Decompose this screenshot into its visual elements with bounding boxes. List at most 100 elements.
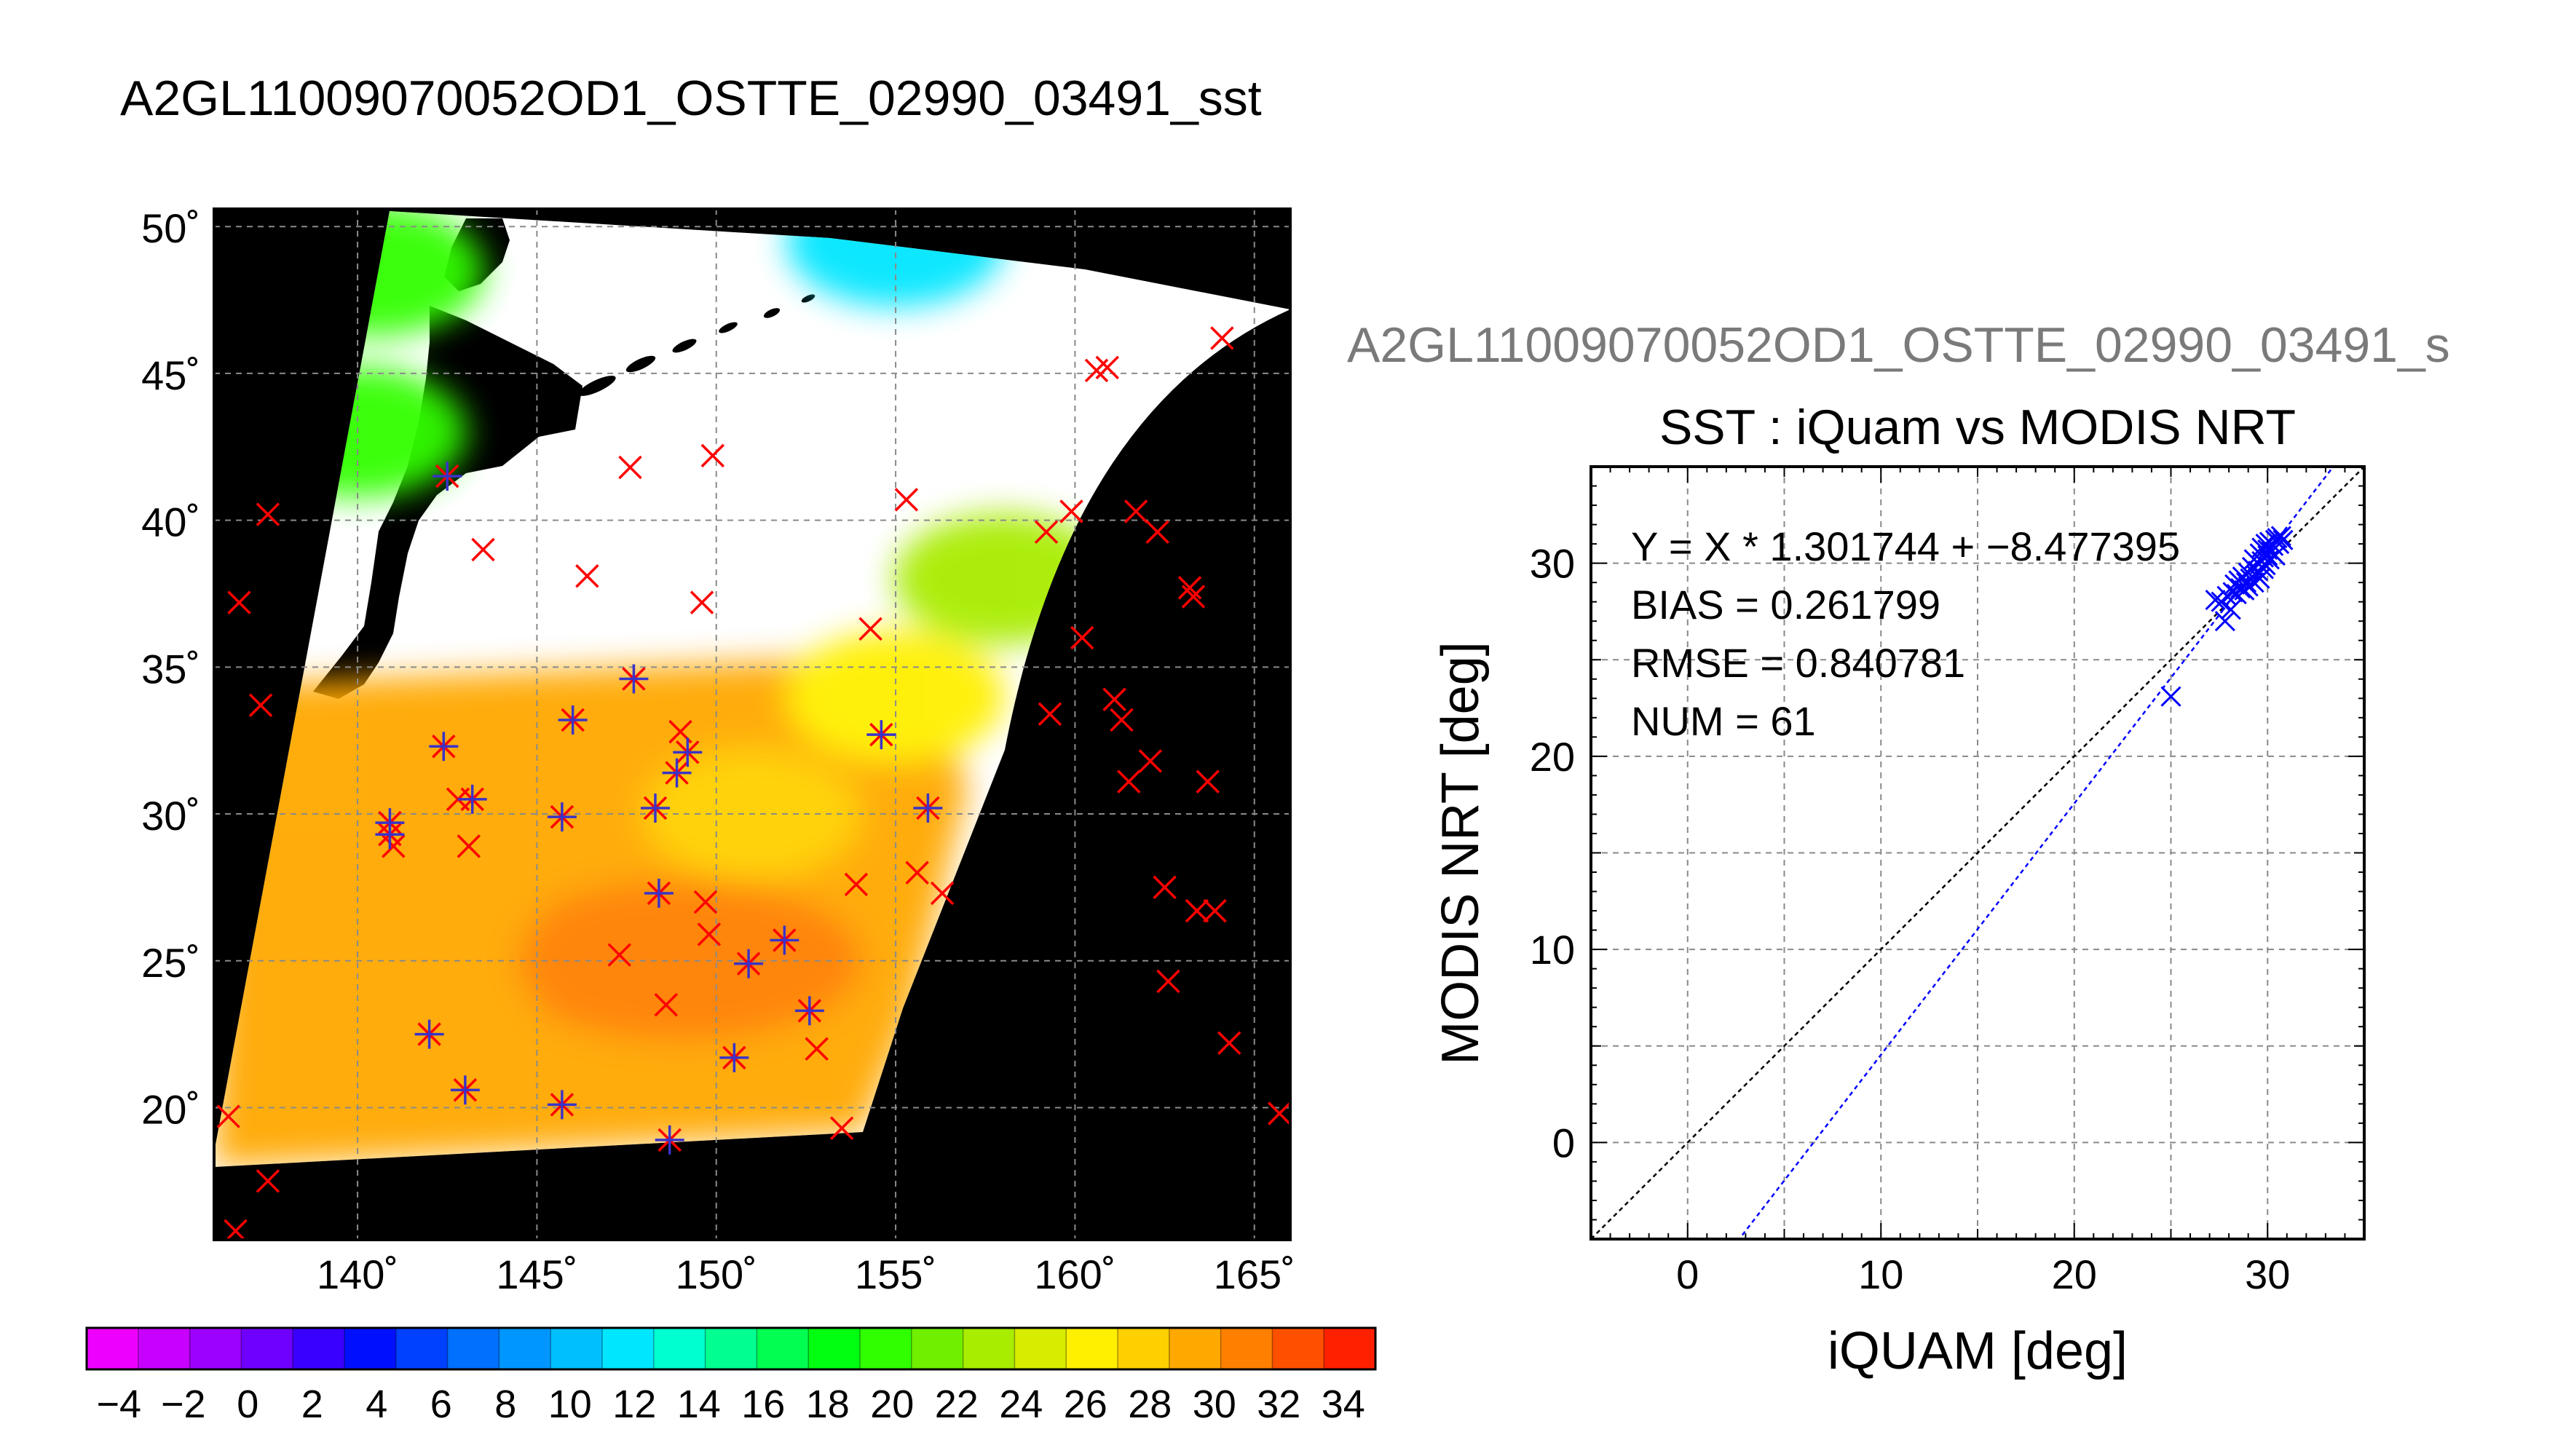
colorbar-label: −4 <box>96 1382 141 1426</box>
longitude-labels: 140˚ 145˚ 150˚ 155˚ 160˚ 165˚ <box>317 1251 1295 1297</box>
matched-marker <box>719 1042 749 1072</box>
colorbar-cell <box>138 1328 191 1369</box>
buoy-marker <box>858 617 882 641</box>
regression-line <box>1738 467 2335 1239</box>
scatter-x-axis-label: iQUAM [deg] <box>1828 1322 2128 1380</box>
colorbar-label: −2 <box>161 1382 206 1426</box>
buoy-marker <box>382 834 406 858</box>
scatter-point <box>2270 526 2291 547</box>
figure-title: A2GL11009070052OD1_OSTTE_02990_03491_sst <box>120 71 1262 126</box>
lon-label: 165˚ <box>1214 1251 1295 1297</box>
scatter-point <box>2267 528 2288 549</box>
matched-marker <box>866 720 896 750</box>
scatter-point <box>2272 529 2294 550</box>
scatter-panel: A2GL11009070052OD1_OSTTE_02990_03491_s S… <box>1347 317 2450 1380</box>
matched-marker <box>770 925 799 955</box>
map-frame <box>213 207 1292 1241</box>
matched-marker <box>450 1075 480 1105</box>
buoy-marker <box>805 1037 829 1061</box>
buoy-marker <box>1095 355 1119 380</box>
scatter-y-tick-label: 10 <box>1530 927 1575 973</box>
buoy-marker <box>227 590 251 614</box>
buoy-marker <box>1177 576 1202 600</box>
scatter-x-tick-label: 30 <box>2245 1251 2290 1297</box>
lon-label: 155˚ <box>855 1251 936 1297</box>
colorbar-label: 12 <box>612 1382 656 1426</box>
buoy-marker <box>1185 898 1209 923</box>
colorbar-frame <box>85 1326 1377 1371</box>
colorbar-label: 10 <box>548 1382 592 1426</box>
colorbar-cell <box>757 1328 809 1369</box>
scatter-x-tick-label: 20 <box>2052 1251 2097 1297</box>
buoy-marker <box>693 890 718 914</box>
buoy-marker <box>575 564 599 588</box>
colorbar-cell <box>1014 1328 1067 1369</box>
scatter-point <box>2220 599 2241 620</box>
lon-label: 160˚ <box>1034 1251 1115 1297</box>
matched-marker <box>734 949 764 978</box>
colorbar-label: 18 <box>806 1382 850 1426</box>
colorbar-cell <box>1272 1328 1324 1369</box>
lat-label: 20˚ <box>141 1086 200 1132</box>
buoy-marker <box>1145 520 1169 544</box>
scatter-point <box>2214 611 2235 632</box>
buoy-marker <box>905 860 929 885</box>
colorbar-label: 8 <box>494 1382 516 1426</box>
colorbar-label: 4 <box>366 1382 387 1426</box>
matched-marker <box>644 878 674 908</box>
colorbar-label: 28 <box>1128 1382 1172 1426</box>
buoy-marker <box>930 881 955 906</box>
matched-marker <box>619 664 649 694</box>
colorbar-cell <box>550 1328 603 1369</box>
matched-marker <box>547 1090 577 1120</box>
colorbar-cell <box>499 1328 551 1369</box>
scatter-y-tick-labels: 0 10 20 30 <box>1530 541 1575 1166</box>
colorbar-cell <box>911 1328 964 1369</box>
scatter-point <box>2264 545 2286 566</box>
one-to-one-line <box>1591 467 2364 1239</box>
buoy-marker <box>248 693 273 718</box>
colorbar-label: 14 <box>677 1382 721 1426</box>
matched-marker <box>794 996 824 1026</box>
stats-box: Y = X * 1.301744 + −8.477395 BIAS = 0.26… <box>1631 523 2180 744</box>
colorbar-cell <box>87 1328 139 1369</box>
buoy-marker <box>1217 1031 1241 1055</box>
latitude-labels: 50˚ 45˚ 40˚ 35˚ 30˚ 25˚ 20˚ <box>141 205 200 1132</box>
kuril-islands <box>578 294 816 396</box>
buoy-marker <box>1196 769 1220 794</box>
scatter-point <box>2259 549 2280 570</box>
buoy-marker <box>829 1116 854 1140</box>
colorbar-cell <box>447 1328 499 1369</box>
matched-marker <box>558 705 588 735</box>
lon-label: 150˚ <box>676 1251 757 1297</box>
stats-fit-equation: Y = X * 1.301744 + −8.477395 <box>1631 523 2180 569</box>
buoy-marker <box>1117 769 1141 794</box>
map-markers <box>216 326 1290 1240</box>
scatter-y-tick-label: 30 <box>1530 541 1575 587</box>
scatter-point <box>2243 572 2264 593</box>
buoy-marker <box>697 922 722 946</box>
scatter-tick-marks <box>1590 466 2365 1240</box>
buoy-marker <box>1110 708 1134 732</box>
matched-marker <box>414 1019 444 1049</box>
colorbar-cell <box>1324 1328 1376 1369</box>
colorbar-cell <box>963 1328 1015 1369</box>
colorbar-cell <box>1066 1328 1118 1369</box>
stats-rmse: RMSE = 0.840781 <box>1631 640 1965 686</box>
buoy-marker <box>607 943 631 967</box>
colorbar-label: 34 <box>1322 1382 1365 1426</box>
buoy-marker <box>216 1104 240 1128</box>
scatter-points <box>2160 526 2294 707</box>
buoy-marker <box>256 1169 280 1193</box>
scatter-x-tick-label: 10 <box>1858 1251 1903 1297</box>
map-gridlines <box>214 209 1290 1240</box>
buoy-marker <box>1138 749 1163 773</box>
scatter-point <box>2160 686 2181 707</box>
scatter-point <box>2205 589 2226 611</box>
colorbar-labels: −4 −2 0 2 4 6 8 10 12 14 16 18 20 22 24 26 28 30 32 34 <box>96 1382 1365 1426</box>
lat-label: 30˚ <box>141 793 200 839</box>
buoy-marker <box>654 993 678 1017</box>
colorbar-cell <box>602 1328 655 1369</box>
colorbar-label: 30 <box>1193 1382 1236 1426</box>
lat-label: 25˚ <box>141 940 200 986</box>
